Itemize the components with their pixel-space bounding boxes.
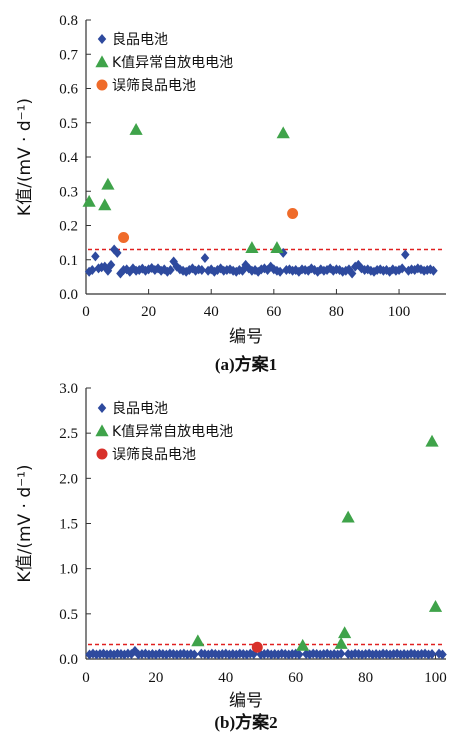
y-tick-label: 0.8 (59, 13, 78, 29)
legend-label: 良品电池 (112, 401, 168, 417)
y-tick-label: 2.5 (59, 426, 78, 442)
y-tick-label: 3.0 (59, 381, 78, 397)
x-tick-label: 80 (358, 670, 373, 686)
data-point (101, 177, 115, 190)
data-point (401, 249, 410, 260)
legend-marker-circle (96, 79, 108, 91)
y-tick-label: 1.0 (59, 562, 78, 578)
data-point (245, 241, 259, 254)
chart-panel-2: 0.0 0.5 1.0 1.5 2.0 2.5 3.0 0 20 40 60 80 100 良品电池 K值异… (15, 381, 447, 732)
panel-caption: (b)方案2 (214, 712, 277, 732)
data-point (341, 510, 355, 523)
data-point (427, 649, 437, 660)
data-point (129, 123, 143, 135)
legend-label: K值异常自放电电池 (112, 424, 233, 440)
x-tick-label: 20 (141, 304, 156, 320)
legend-label: 误筛良品电池 (112, 78, 196, 94)
y-tick-label: 0.2 (59, 219, 78, 235)
series-triangle (82, 123, 290, 254)
data-point (425, 434, 439, 447)
legend-marker-circle (96, 448, 108, 460)
legend-label: 良品电池 (112, 32, 168, 48)
data-point (336, 648, 346, 659)
panel-caption: (a)方案1 (215, 354, 277, 374)
legend-label: 误筛良品电池 (112, 447, 196, 463)
data-point (250, 265, 260, 276)
data-point (82, 194, 96, 207)
legend-marker-triangle (95, 55, 109, 68)
y-tick-label: 0.5 (59, 607, 78, 623)
x-tick-label: 100 (388, 304, 411, 320)
y-tick-label: 0.7 (59, 47, 78, 63)
x-axis-label: 编号 (229, 691, 263, 711)
data-point (120, 649, 129, 660)
x-tick-label: 40 (218, 670, 233, 686)
x-tick-label: 20 (148, 670, 163, 686)
data-point (98, 198, 112, 211)
y-tick-label: 0.1 (59, 253, 78, 269)
series-triangle (191, 434, 443, 651)
x-axis-label: 编号 (229, 327, 263, 347)
legend-label: K值异常自放电电池 (112, 55, 233, 71)
series-circle (118, 208, 299, 243)
data-point (270, 241, 284, 254)
data-point (113, 247, 122, 258)
y-tick-label: 0.3 (59, 184, 78, 200)
y-tick-label: 1.5 (59, 517, 78, 533)
series-diamond (85, 645, 447, 660)
data-point (275, 266, 285, 277)
data-point (200, 253, 210, 264)
data-point (91, 251, 100, 262)
data-point (197, 265, 207, 276)
data-point (294, 649, 304, 660)
x-tick-label: 0 (82, 304, 90, 320)
y-tick-label: 0.0 (59, 652, 78, 668)
data-point (191, 634, 205, 647)
legend-marker-triangle (95, 424, 109, 437)
x-tick-label: 40 (204, 304, 219, 320)
x-tick-label: 0 (82, 670, 90, 686)
data-point (166, 265, 175, 276)
x-tick-label: 100 (424, 670, 447, 686)
x-tick-label: 60 (266, 304, 281, 320)
legend-marker-diamond (97, 34, 107, 44)
data-point (287, 208, 299, 220)
data-point (251, 641, 263, 653)
data-point (438, 649, 447, 660)
data-point (190, 649, 199, 660)
chart-panel-1: 0.0 0.1 0.2 0.3 0.4 0.5 0.6 0.7 0.8 0 20 40 60 80 100 良… (15, 13, 446, 374)
y-tick-label: 0.5 (59, 116, 78, 132)
legend-marker-diamond (97, 403, 107, 413)
data-point (118, 231, 130, 243)
y-axis-label: K值/(mV · d⁻¹) (15, 464, 35, 582)
data-point (338, 626, 352, 639)
data-point (276, 126, 290, 139)
data-point (106, 259, 116, 270)
y-tick-label: 0.0 (59, 287, 78, 303)
data-point (249, 649, 259, 660)
data-point (428, 600, 443, 612)
series-circle (251, 641, 263, 653)
y-tick-label: 0.6 (59, 82, 78, 98)
data-point (88, 265, 97, 276)
y-tick-label: 0.4 (59, 150, 78, 166)
y-tick-label: 2.0 (59, 471, 78, 487)
data-point (296, 638, 310, 651)
x-tick-label: 60 (288, 670, 303, 686)
x-tick-label: 80 (329, 304, 344, 320)
y-axis-label: K值/(mV · d⁻¹) (15, 98, 35, 216)
data-point (347, 268, 357, 279)
data-point (334, 637, 348, 649)
data-point (429, 265, 438, 276)
